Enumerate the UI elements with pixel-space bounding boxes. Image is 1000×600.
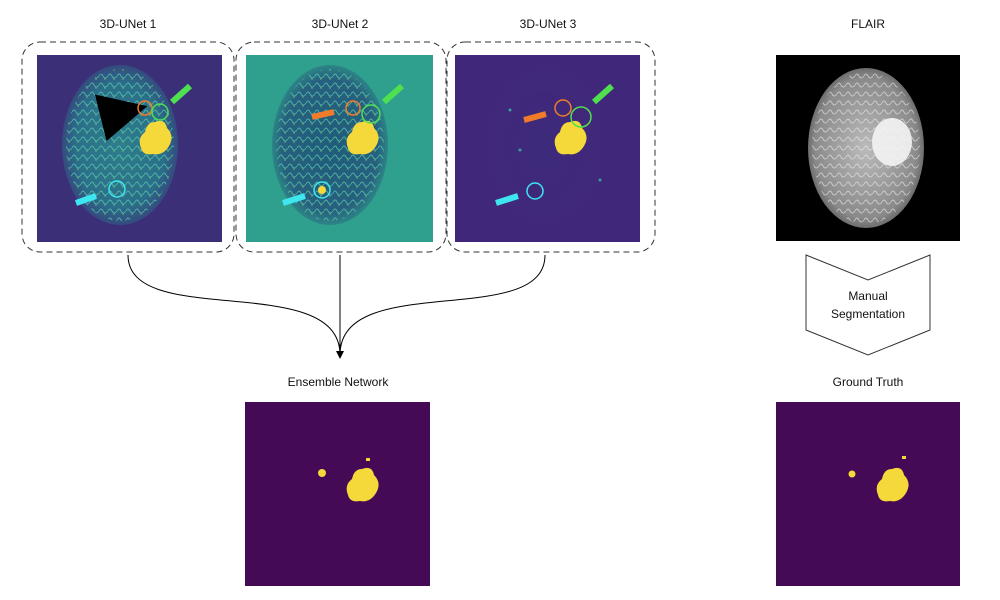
panel-frames [21, 41, 656, 253]
ground-truth-image [776, 402, 960, 586]
flair-image [776, 55, 960, 241]
unet2-image [246, 55, 433, 242]
manual-step-label: Manual [848, 289, 887, 303]
ensemble-title: Ensemble Network [288, 375, 390, 389]
panel-title: 3D-UNet 1 [100, 17, 157, 31]
ground-truth-title: Ground Truth [833, 375, 904, 389]
panel-title: 3D-UNet 2 [312, 17, 369, 31]
unet1-image [37, 55, 222, 242]
ensemble-image [245, 402, 430, 586]
manual-step-label: Segmentation [831, 307, 905, 321]
manual-step-shape [805, 254, 931, 356]
flair-title: FLAIR [851, 17, 885, 31]
unet3-image [455, 55, 640, 242]
connectors [127, 254, 546, 359]
panel-title: 3D-UNet 3 [520, 17, 577, 31]
